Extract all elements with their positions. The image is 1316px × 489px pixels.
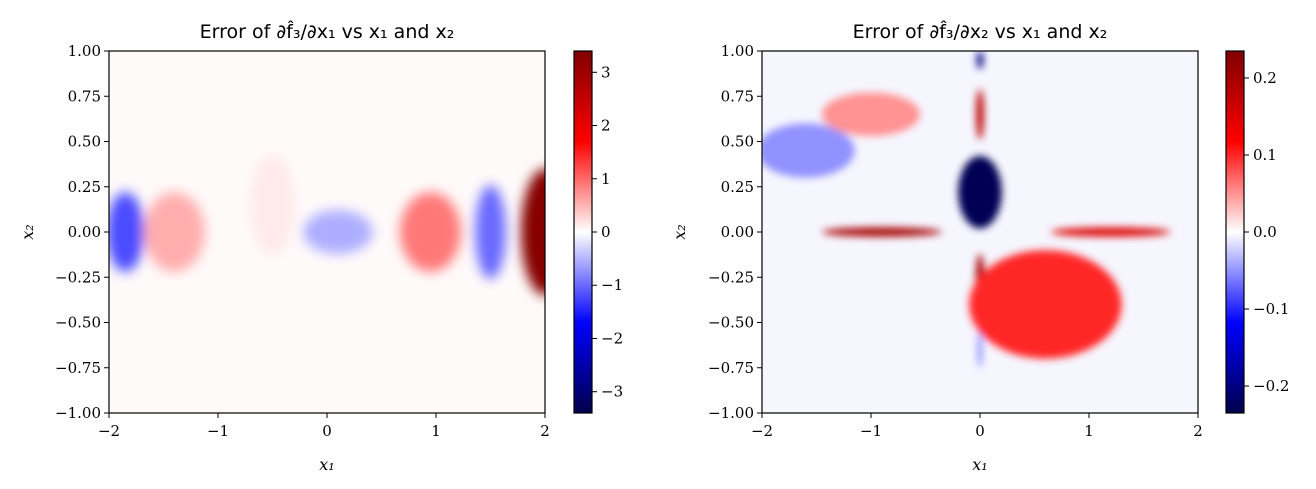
left-colorbar-tick-label: −3 <box>601 383 623 401</box>
left-x-axis-label: x₁ <box>319 455 334 474</box>
left-y-tick-label: −1.00 <box>55 404 101 422</box>
left-x-tick-label: 0 <box>322 422 332 440</box>
right-x-tick-label: 2 <box>1193 422 1203 440</box>
right-chart-title: Error of ∂f̂₃/∂x₂ vs x₁ and x₂ <box>853 21 1108 43</box>
left-colorbar: 3 2 1 0 −1 −2 −3 <box>573 50 623 414</box>
right-heatmap-cell <box>976 51 984 70</box>
right-x-axis-label: x₁ <box>972 455 987 474</box>
left-heatmap-cell <box>521 168 545 296</box>
left-colorbar-tick-label: −2 <box>601 329 623 347</box>
right-heatmap-cell <box>762 123 855 178</box>
right-heatmap-cell <box>958 155 1002 229</box>
right-y-tick-label: −0.50 <box>708 314 754 332</box>
left-colorbar-tick-label: 1 <box>601 170 611 188</box>
right-x-tick-label: −2 <box>751 422 773 440</box>
left-colorbar-tick-label: 2 <box>601 117 611 135</box>
right-colorbar-tick-label: 0.2 <box>1253 69 1277 87</box>
left-colorbar-tick-label: −1 <box>601 276 623 294</box>
left-heatmap-cell <box>250 154 295 256</box>
right-heatmap-cell <box>976 89 984 140</box>
right-heatmap-cell <box>977 331 983 368</box>
left-x-tick-label: −2 <box>98 422 120 440</box>
right-chart: Error of ∂f̂₃/∂x₂ vs x₁ and x₂ −2 −1 0 1 2 1… <box>670 21 1289 474</box>
right-y-tick-label: −0.75 <box>708 359 754 377</box>
left-chart-title: Error of ∂f̂₃/∂x₁ vs x₁ and x₂ <box>200 21 455 43</box>
left-y-tick-label: 0.75 <box>68 87 101 105</box>
left-heatmap-cell <box>143 192 205 272</box>
right-y-tick-label: 0.75 <box>721 87 754 105</box>
left-y-tick-label: −0.75 <box>55 359 101 377</box>
left-y-tick-label: 0.25 <box>68 178 101 196</box>
left-colorbar-tick-label: 3 <box>601 63 611 81</box>
right-x-tick-label: 0 <box>975 422 985 440</box>
right-y-tick-label: 0.00 <box>721 223 754 241</box>
left-x-ticks: −2 −1 0 1 2 <box>98 413 550 440</box>
left-y-tick-label: −0.25 <box>55 268 101 286</box>
left-heatmap-cell <box>303 210 373 254</box>
right-colorbar-tick-label: −0.1 <box>1253 300 1289 318</box>
right-x-tick-label: 1 <box>1084 422 1094 440</box>
right-colorbar-ticks: 0.2 0.1 0.0 −0.1 −0.2 <box>1244 69 1289 395</box>
right-y-axis-label: x₂ <box>670 224 689 239</box>
left-colorbar-ticks: 3 2 1 0 −1 −2 −3 <box>592 63 623 401</box>
left-heatmap-area <box>109 51 545 413</box>
left-x-tick-label: 2 <box>540 422 550 440</box>
left-heatmap-features <box>109 154 545 296</box>
right-y-tick-label: 0.50 <box>721 133 754 151</box>
right-colorbar-tick-label: 0.0 <box>1253 223 1277 241</box>
left-colorbar-tick-label: 0 <box>601 223 611 241</box>
left-y-tick-label: −0.50 <box>55 314 101 332</box>
right-y-ticks: 1.00 0.75 0.50 0.25 0.00 −0.25 −0.50 −0.75 −1.00 <box>708 42 762 422</box>
left-y-tick-label: 1.00 <box>68 42 101 60</box>
right-heatmap-cell <box>969 250 1122 359</box>
right-heatmap-cell <box>821 227 942 237</box>
left-heatmap-cell <box>475 184 506 280</box>
left-chart: Error of ∂f̂₃/∂x₁ vs x₁ and x₂ −2 −1 0 1 2 1… <box>18 21 623 474</box>
right-colorbar: 0.2 0.1 0.0 −0.1 −0.2 <box>1225 50 1289 414</box>
right-heatmap-cell <box>1050 227 1171 237</box>
right-colorbar-tick-label: 0.1 <box>1253 146 1277 164</box>
right-y-tick-label: 0.25 <box>721 178 754 196</box>
left-x-tick-label: 1 <box>431 422 441 440</box>
left-x-tick-label: −1 <box>207 422 229 440</box>
right-heatmap-area <box>762 51 1198 413</box>
left-y-tick-label: 0.50 <box>68 133 101 151</box>
right-y-tick-label: 1.00 <box>721 42 754 60</box>
right-colorbar-gradient <box>1226 51 1244 413</box>
left-y-axis-label: x₂ <box>18 224 37 239</box>
left-y-ticks: 1.00 0.75 0.50 0.25 0.00 −0.25 −0.50 −0.75 −1.00 <box>55 42 109 422</box>
left-colorbar-gradient <box>574 51 592 413</box>
right-heatmap-cell <box>821 92 921 137</box>
right-colorbar-tick-label: −0.2 <box>1253 377 1289 395</box>
left-y-tick-label: 0.00 <box>68 223 101 241</box>
left-heatmap-cell <box>400 192 462 272</box>
right-y-tick-label: −0.25 <box>708 268 754 286</box>
left-heatmap-cell <box>109 192 144 272</box>
right-y-tick-label: −1.00 <box>708 404 754 422</box>
right-heatmap-features <box>762 51 1171 368</box>
right-x-tick-label: −1 <box>860 422 882 440</box>
right-x-ticks: −2 −1 0 1 2 <box>751 413 1203 440</box>
